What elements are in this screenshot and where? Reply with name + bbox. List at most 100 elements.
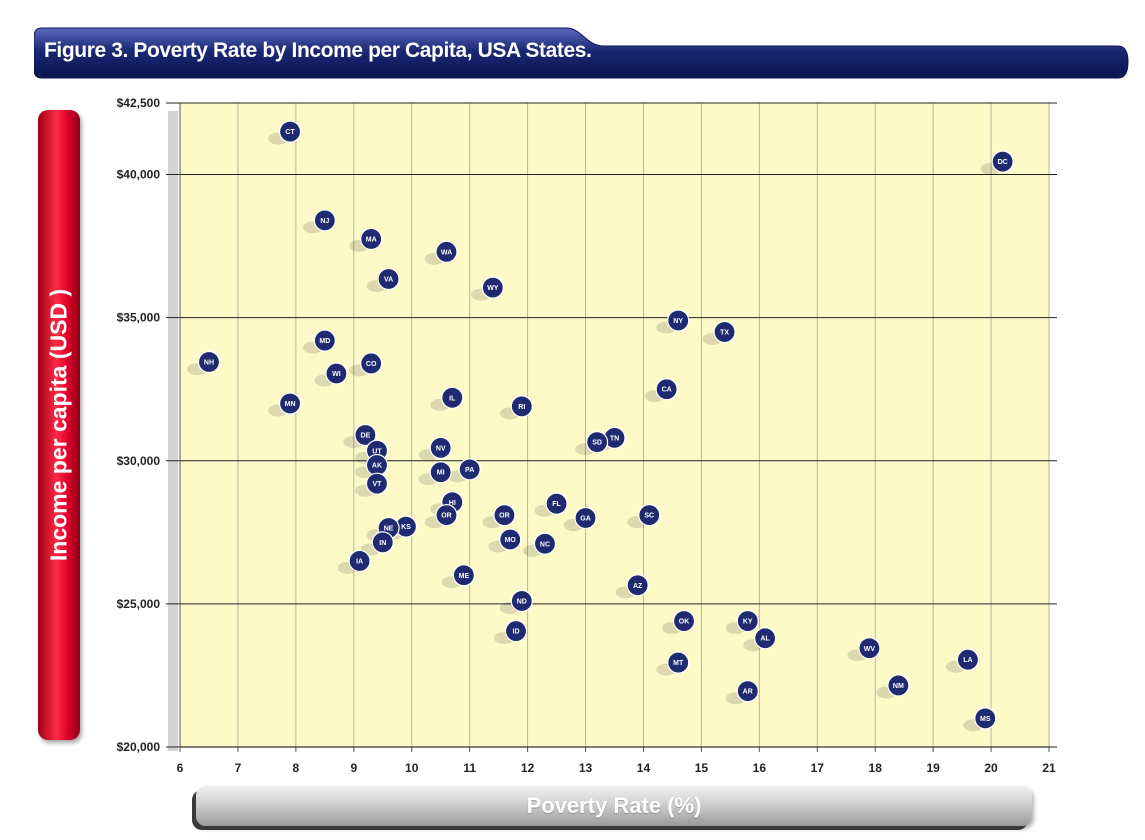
data-point — [365, 472, 389, 495]
data-point-label: PA — [465, 467, 474, 474]
data-point — [533, 532, 557, 555]
data-point-label: AK — [372, 463, 382, 470]
data-point-label: HI — [449, 500, 456, 507]
data-point-label: OR — [441, 513, 452, 520]
data-point — [429, 461, 452, 484]
data-point-label: CT — [285, 129, 295, 136]
data-point — [510, 589, 533, 613]
y-tick-label: $30,000 — [117, 454, 161, 468]
data-point-label: NH — [204, 360, 214, 367]
data-point-label: AL — [760, 636, 770, 643]
data-point — [991, 150, 1014, 173]
x-tick-label: 13 — [579, 761, 593, 775]
data-point — [545, 492, 568, 515]
data-point — [754, 627, 777, 650]
data-point — [667, 309, 690, 332]
data-point-label: AR — [743, 689, 753, 696]
data-point — [638, 504, 661, 527]
data-point — [441, 386, 464, 409]
data-point-label: IA — [356, 558, 363, 565]
data-point-label: VA — [384, 277, 393, 284]
data-point-label: AZ — [633, 583, 643, 590]
data-point — [360, 227, 383, 251]
data-point-label: TN — [610, 435, 619, 442]
data-point-label: OR — [499, 513, 510, 520]
x-tick-label: 17 — [811, 761, 825, 775]
data-point-label: WY — [487, 285, 499, 292]
data-point-label: WV — [864, 646, 876, 653]
x-tick-label: 14 — [637, 761, 651, 775]
x-tick-label: 15 — [695, 761, 709, 775]
data-point — [499, 528, 522, 551]
data-point — [348, 549, 371, 573]
data-point-label: GA — [580, 516, 591, 523]
data-point — [713, 320, 736, 344]
data-point — [313, 209, 336, 232]
data-point — [435, 504, 458, 527]
data-point-label: MS — [980, 716, 991, 723]
x-axis-label: Poverty Rate (%) — [526, 793, 702, 818]
y-axis-label-bar — [38, 110, 80, 740]
data-point — [574, 506, 597, 530]
plot-shadow — [168, 111, 178, 751]
x-tick-label: 18 — [869, 761, 883, 775]
data-point-label: FL — [552, 501, 561, 508]
data-point — [371, 531, 394, 554]
data-point — [360, 352, 383, 375]
data-point-label: SD — [592, 440, 602, 447]
data-point — [858, 637, 881, 660]
data-point-label: NV — [436, 445, 446, 452]
data-point-label: WI — [332, 371, 341, 378]
data-point-label: KY — [743, 619, 753, 626]
data-point — [504, 619, 528, 643]
data-point-label: KS — [401, 524, 411, 531]
data-point-label: UT — [372, 448, 382, 455]
plot-area — [180, 103, 1049, 747]
data-point — [377, 267, 400, 291]
data-point-label: WA — [441, 249, 452, 256]
data-point — [736, 609, 759, 633]
data-point-label: MA — [366, 236, 377, 243]
data-point — [956, 648, 979, 671]
chart-title: Figure 3. Poverty Rate by Income per Cap… — [44, 39, 592, 62]
data-point-label: NE — [384, 526, 394, 533]
x-tick-label: 20 — [984, 761, 998, 775]
y-tick-label: $20,000 — [117, 740, 161, 754]
x-tick-label: 16 — [753, 761, 767, 775]
data-point — [510, 395, 533, 418]
data-point — [586, 431, 609, 454]
data-point-label: OK — [679, 619, 690, 626]
x-tick-label: 19 — [926, 761, 940, 775]
data-point-label: DC — [998, 159, 1008, 166]
data-point-label: MI — [437, 470, 445, 477]
data-point — [458, 458, 481, 481]
y-tick-label: $40,000 — [117, 168, 161, 182]
x-tick-label: 11 — [463, 761, 476, 775]
data-point — [197, 350, 221, 374]
x-tick-label: 8 — [293, 761, 300, 775]
data-point — [278, 120, 302, 143]
data-point — [481, 276, 504, 299]
data-point-label: IN — [379, 540, 386, 547]
data-point — [887, 674, 910, 697]
data-point-label: VT — [372, 481, 382, 488]
data-point-label: SC — [644, 513, 654, 520]
data-point — [736, 680, 759, 703]
data-point — [325, 362, 348, 385]
data-point-label: IL — [449, 395, 456, 402]
data-point-label: MN — [285, 401, 296, 408]
data-point-label: MO — [505, 537, 517, 544]
data-point-label: ND — [517, 599, 527, 606]
data-point-label: ID — [513, 629, 520, 636]
data-point — [626, 574, 649, 597]
y-tick-label: $35,000 — [117, 311, 161, 325]
data-point-label: MT — [673, 660, 684, 667]
data-point — [452, 564, 475, 587]
data-point-label: NC — [540, 541, 550, 548]
data-point-label: CA — [662, 387, 672, 394]
data-point — [655, 378, 678, 401]
data-point-label: DE — [361, 433, 371, 440]
data-point — [974, 707, 997, 730]
y-tick-label: $25,000 — [117, 597, 161, 611]
x-axis-label-bar — [196, 786, 1032, 826]
